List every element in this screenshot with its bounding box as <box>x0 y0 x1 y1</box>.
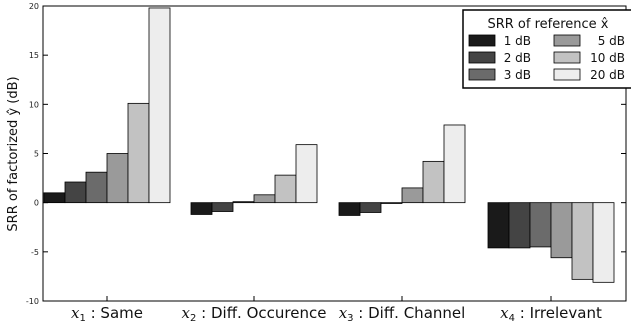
y-tick-label: 10 <box>29 100 39 109</box>
bar-2db-cat3 <box>359 202 382 213</box>
legend-label: 20 dB <box>590 68 625 82</box>
legend: SRR of reference x̂ 1 dB 2 dB 3 dB 5 dB 10 d… <box>462 9 631 89</box>
bar-3db-cat1 <box>85 171 108 204</box>
y-tick-label: 0 <box>34 199 39 208</box>
bar-5db-cat3 <box>401 187 424 204</box>
bar-20db-cat3 <box>443 124 466 204</box>
bar-1db-cat2 <box>190 202 213 215</box>
legend-swatch <box>553 68 581 81</box>
y-axis-label: SRR of factorized ŷ (dB) <box>6 76 21 231</box>
bar-2db-cat1 <box>64 181 87 204</box>
bar-3db-cat3 <box>380 202 403 204</box>
bar-20db-cat1 <box>148 7 171 204</box>
y-tick-label: 15 <box>29 51 39 60</box>
y-tick-label: 20 <box>29 2 39 11</box>
x-axis: x1 : Same x2 : Diff. Occurence x3 : Diff. … <box>71 296 602 324</box>
x-category-label: x4 : Irrelevant <box>500 304 602 324</box>
y-tick-label: -5 <box>31 248 39 257</box>
bar-2db-cat4 <box>508 202 531 249</box>
bar-10db-cat4 <box>571 202 594 280</box>
bars-group <box>43 7 615 283</box>
x-category-label: x2 : Diff. Occurence <box>182 304 327 324</box>
bar-3db-cat2 <box>232 201 255 204</box>
bar-5db-cat1 <box>106 153 129 204</box>
y-tick-label: 5 <box>34 150 39 159</box>
bar-1db-cat1 <box>43 192 66 204</box>
bar-10db-cat1 <box>127 102 150 204</box>
legend-items: 1 dB 2 dB 3 dB 5 dB 10 dB 20 dB <box>468 34 625 82</box>
y-tick-label: -10 <box>26 297 39 306</box>
x-category-label: x3 : Diff. Channel <box>339 304 466 324</box>
bar-10db-cat3 <box>422 160 445 204</box>
bar-3db-cat4 <box>529 202 552 248</box>
legend-swatch <box>468 51 496 64</box>
x-category-label: x1 : Same <box>71 304 143 324</box>
legend-label: 5 dB <box>598 34 625 48</box>
bar-5db-cat2 <box>253 194 276 204</box>
legend-label: 1 dB <box>504 34 531 48</box>
legend-swatch <box>468 34 496 47</box>
legend-label: 3 dB <box>504 68 531 82</box>
bar-20db-cat4 <box>592 202 615 283</box>
legend-label: 10 dB <box>590 51 625 65</box>
legend-title: SRR of reference x̂ <box>487 17 608 32</box>
legend-swatch <box>553 34 581 47</box>
bar-5db-cat4 <box>550 202 573 259</box>
bar-20db-cat2 <box>295 144 318 204</box>
legend-swatch <box>468 68 496 81</box>
bar-2db-cat2 <box>211 202 234 212</box>
bar-1db-cat3 <box>338 202 361 216</box>
legend-swatch <box>553 51 581 64</box>
y-axis: -10 -5 0 5 10 15 20 <box>26 2 626 306</box>
legend-label: 2 dB <box>504 51 531 65</box>
bar-1db-cat4 <box>487 202 510 249</box>
bar-10db-cat2 <box>274 174 297 204</box>
